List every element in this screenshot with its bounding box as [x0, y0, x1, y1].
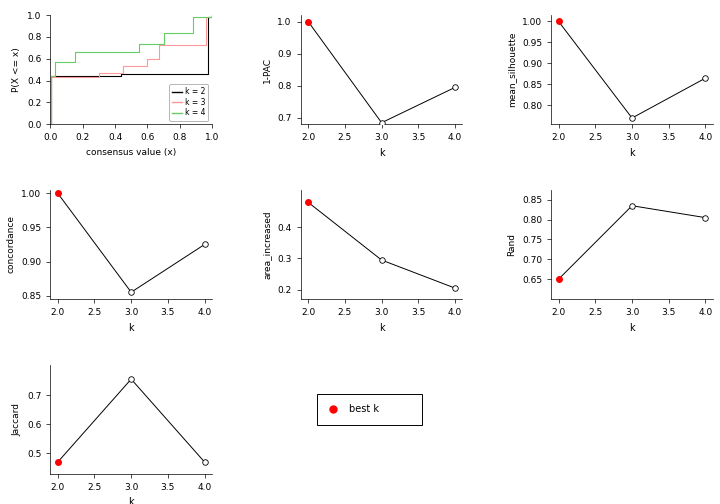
Y-axis label: 1-PAC: 1-PAC	[263, 57, 272, 83]
Y-axis label: Jaccard: Jaccard	[12, 403, 22, 435]
Text: best k: best k	[349, 404, 379, 414]
Y-axis label: mean_silhouette: mean_silhouette	[508, 32, 516, 107]
Y-axis label: area_increased: area_increased	[263, 210, 272, 279]
X-axis label: k: k	[379, 323, 384, 333]
Legend: k = 2, k = 3, k = 4: k = 2, k = 3, k = 4	[169, 84, 208, 120]
Y-axis label: P(X <= x): P(X <= x)	[12, 47, 22, 92]
X-axis label: k: k	[128, 497, 134, 504]
X-axis label: k: k	[379, 148, 384, 158]
X-axis label: k: k	[128, 323, 134, 333]
X-axis label: k: k	[629, 148, 635, 158]
X-axis label: k: k	[629, 323, 635, 333]
Y-axis label: Rand: Rand	[508, 233, 516, 256]
Y-axis label: concordance: concordance	[6, 215, 16, 274]
X-axis label: consensus value (x): consensus value (x)	[86, 148, 176, 157]
